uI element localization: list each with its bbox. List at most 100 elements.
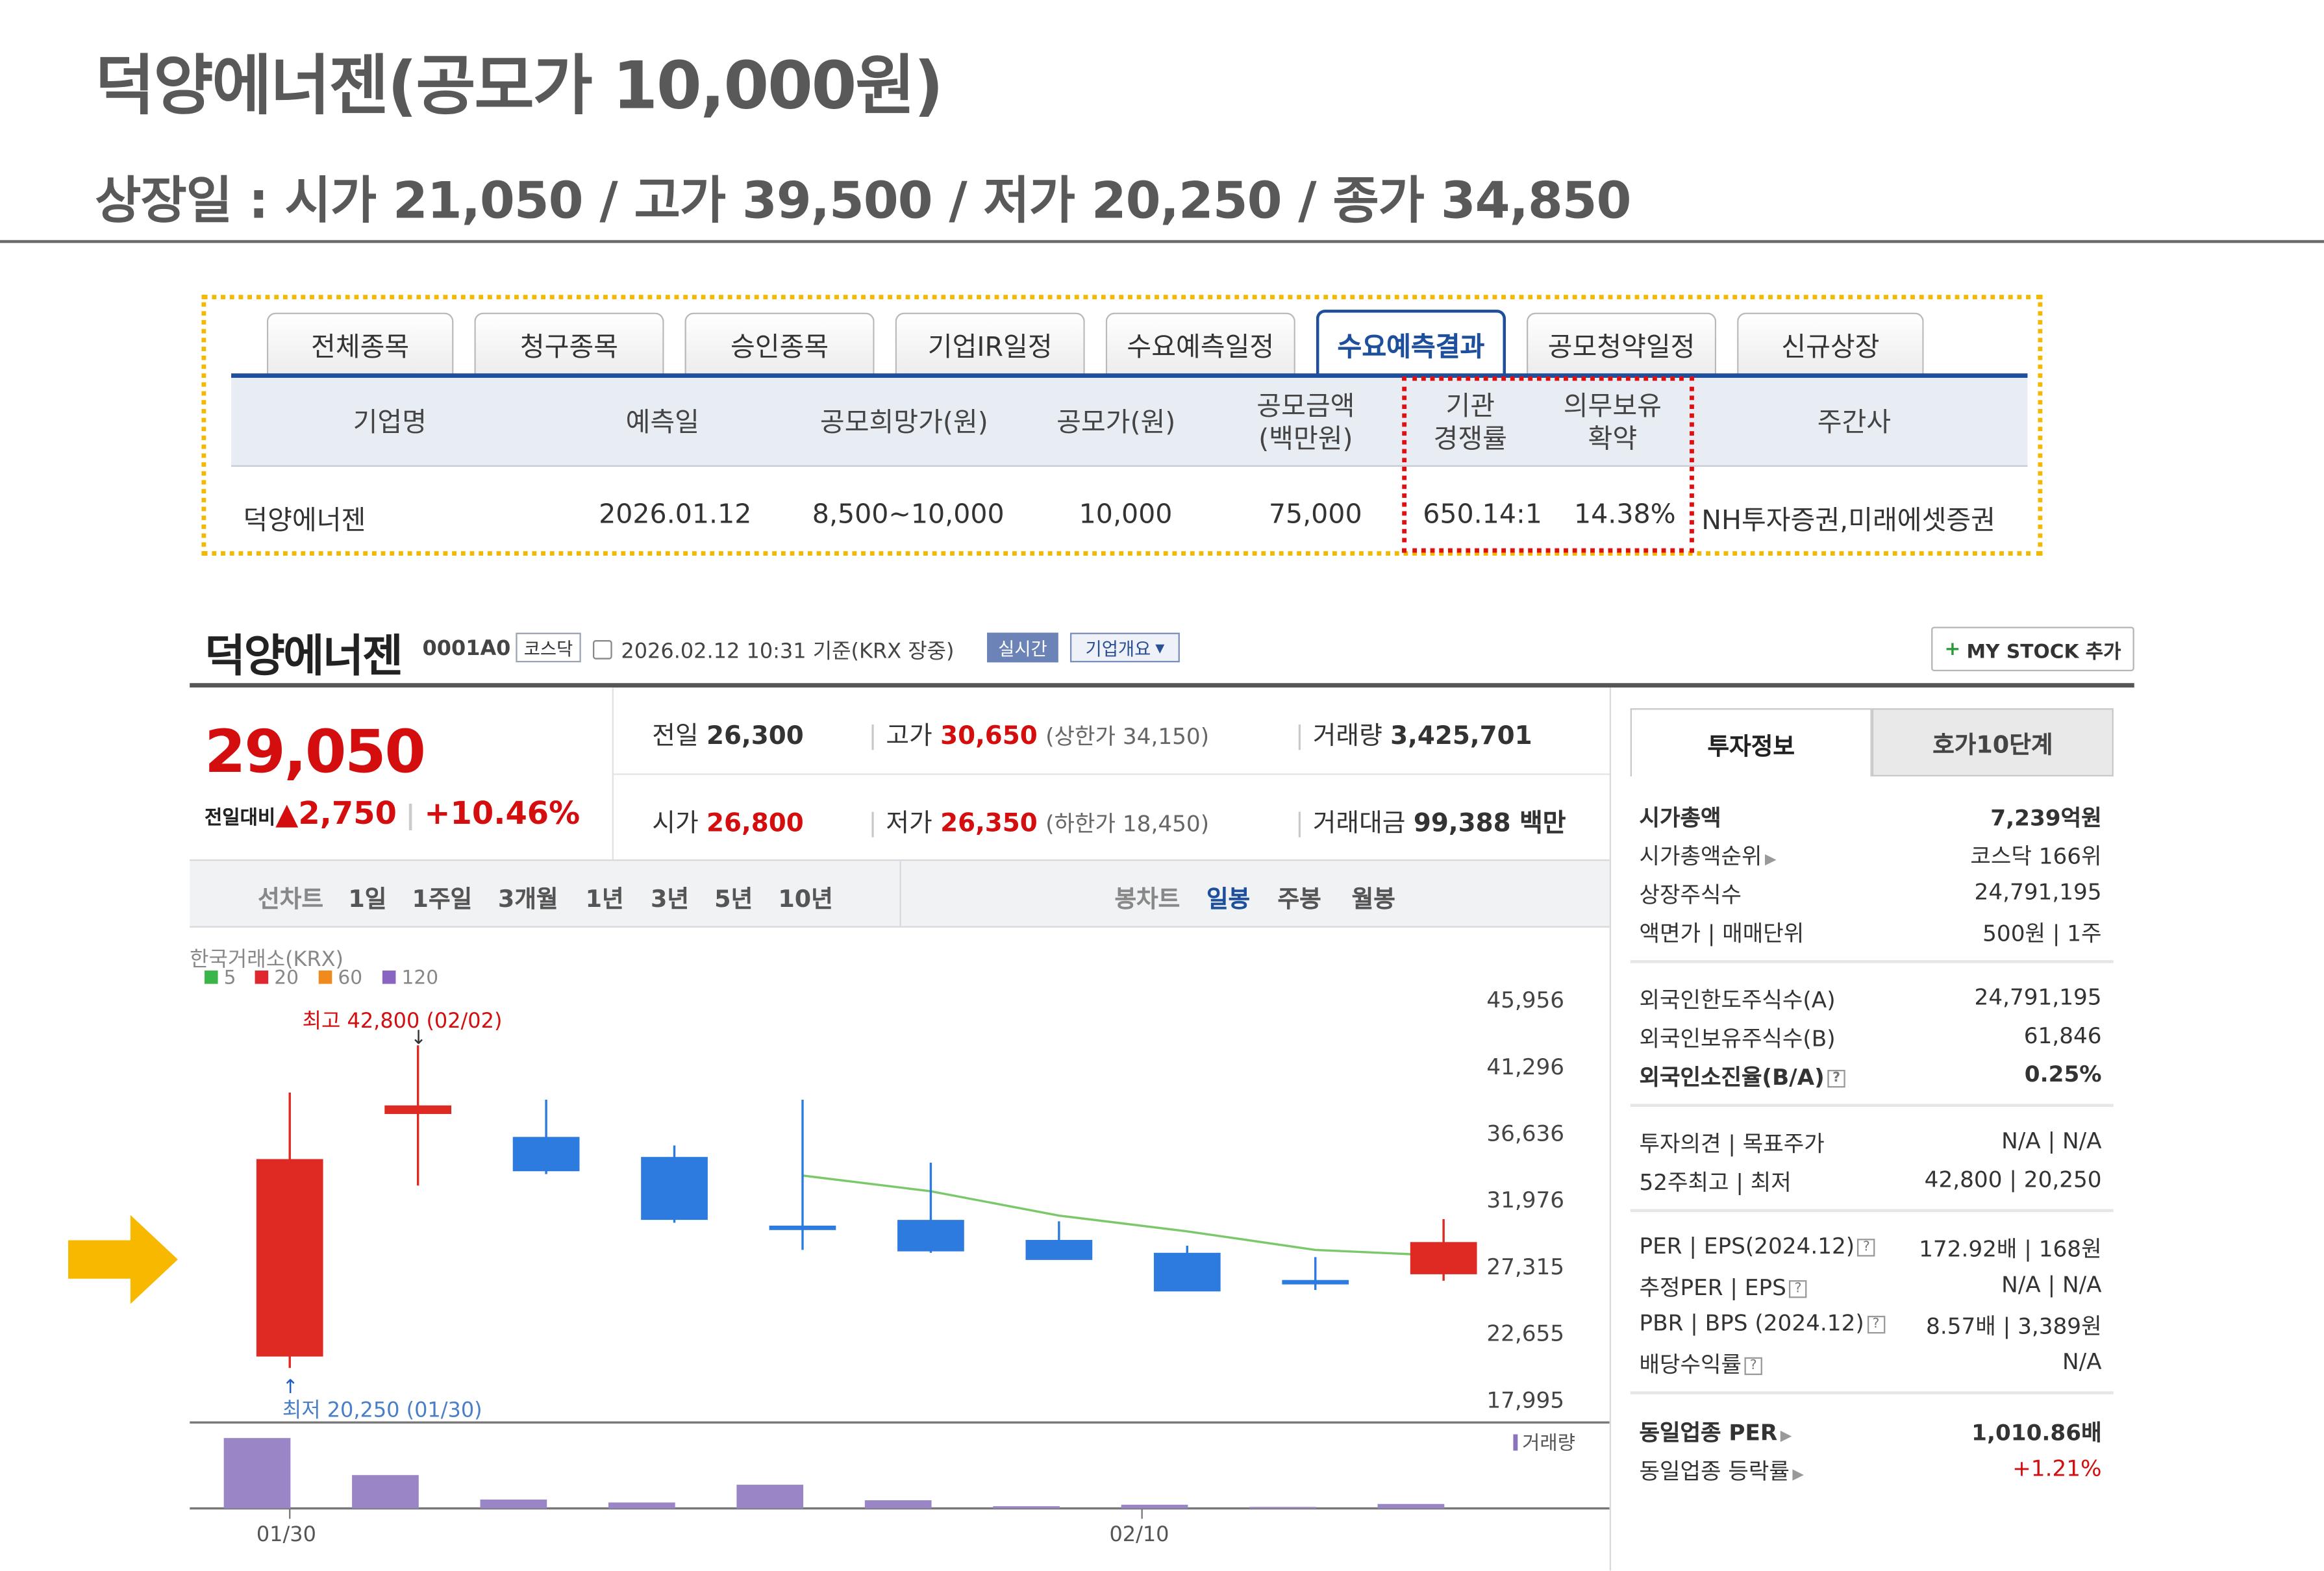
candle-body: [256, 1159, 323, 1357]
high-price: 30,650: [940, 721, 1038, 752]
help-icon[interactable]: ?: [1827, 1069, 1845, 1087]
company-info-button[interactable]: 기업개요 ▼: [1069, 632, 1180, 663]
period-bar: [190, 859, 1610, 928]
arrow-right-icon: [68, 1215, 178, 1304]
tab-forecast-result[interactable]: 수요예측결과: [1316, 310, 1506, 377]
stock-divider: [190, 683, 2134, 688]
row-lockup: 14.38%: [1574, 499, 1676, 531]
header-underwriter: 주간사: [1817, 407, 1892, 439]
volume-label: 거래량: [1522, 1431, 1575, 1453]
help-icon[interactable]: ?: [1744, 1356, 1762, 1375]
y-tick-label: 41,296: [1486, 1054, 1564, 1080]
candle-daily[interactable]: 일봉: [1206, 884, 1251, 913]
chevron-right-icon: ▶: [1765, 852, 1777, 869]
period-3y[interactable]: 3년: [651, 884, 690, 913]
tab-ir-schedule[interactable]: 기업IR일정: [895, 312, 1085, 375]
volume-value: 3,425,701: [1390, 721, 1532, 752]
volume-bar: [1249, 1507, 1316, 1509]
header-amount: 공모금액 (백만원): [1256, 391, 1355, 455]
stock-chart[interactable]: 한국거래소(KRX)5 20 60 120 45,956 41,296 36,636 31,9…: [190, 934, 1610, 1570]
period-1y[interactable]: 1년: [585, 884, 624, 913]
section-divider: [1630, 1104, 2114, 1107]
y-tick-label: 45,956: [1486, 987, 1564, 1013]
candle-body: [1282, 1280, 1349, 1285]
tab-request[interactable]: 청구종목: [474, 312, 664, 375]
x-tick-label: 01/30: [256, 1522, 316, 1546]
period-divider: [899, 861, 901, 926]
volume-bar: [223, 1438, 291, 1509]
candle-monthly[interactable]: 월봉: [1351, 884, 1395, 913]
header-lockup: 의무보유 확약: [1563, 391, 1662, 455]
period-1w[interactable]: 1주일: [412, 884, 473, 913]
stock-name: 덕양에너젠: [204, 631, 403, 684]
ma-legend-swatch: [318, 971, 332, 984]
current-price: 29,050: [204, 719, 426, 787]
ipo-result-highlight: [201, 295, 2043, 556]
tab-subscription-schedule[interactable]: 공모청약일정: [1526, 312, 1717, 375]
volume-bar: [864, 1500, 932, 1509]
mystock-add-button[interactable]: + MY STOCK 추가: [1931, 626, 2134, 671]
header-date: 예측일: [625, 407, 699, 439]
tab-all[interactable]: 전체종목: [266, 312, 454, 375]
candle-body: [897, 1220, 964, 1252]
period-5y[interactable]: 5년: [714, 884, 753, 913]
row-company[interactable]: 덕양에너젠: [243, 505, 366, 537]
ma-legend-label: 120: [402, 966, 439, 989]
candle-body: [384, 1105, 452, 1115]
ratio-highlight-box: [1402, 376, 1694, 553]
info-row-face-value: 액면가 | 매매단위 500원 | 1주: [1639, 920, 2102, 947]
tab-new-listing[interactable]: 신규상장: [1737, 312, 1924, 375]
tab-approved[interactable]: 승인종목: [684, 312, 875, 375]
row-amount: 75,000: [1268, 499, 1362, 531]
volume-legend-swatch: [1513, 1434, 1518, 1451]
x-tick-label: 02/10: [1109, 1522, 1169, 1546]
line-chart-label: 선차트: [258, 884, 323, 913]
candle-weekly[interactable]: 주봉: [1277, 884, 1321, 913]
tab-investment-info[interactable]: 투자정보: [1630, 708, 1872, 777]
period-1d[interactable]: 1일: [348, 884, 387, 913]
ma-legend-label: 60: [338, 966, 362, 989]
info-row-per: PER | EPS(2024.12)? 172.92배 | 168원: [1639, 1233, 2102, 1263]
market-badge: 코스닥: [516, 632, 581, 663]
chart-source-label: 한국거래소(KRX): [190, 946, 344, 971]
chart-right-divider: [1609, 687, 1612, 1571]
chevron-right-icon: ▶: [1792, 1466, 1804, 1483]
period-3m[interactable]: 3개월: [497, 884, 558, 913]
help-icon[interactable]: ?: [1867, 1315, 1885, 1333]
period-10y[interactable]: 10년: [778, 884, 833, 913]
tab-order-book[interactable]: 호가10단계: [1871, 708, 2114, 777]
info-row-market-cap-rank[interactable]: 시가총액순위 ▶ 코스닥 166위: [1639, 843, 2102, 870]
header-hope-price: 공모희망가(원): [819, 407, 988, 439]
header-institution-ratio: 기관 경쟁률: [1433, 391, 1507, 455]
candle-body: [1410, 1242, 1477, 1274]
title-divider: [0, 240, 2324, 243]
high-arrow-icon: ↓: [410, 1026, 427, 1048]
info-row-market-cap: 시가총액 7,239억원: [1639, 804, 2102, 832]
info-row-sector-change[interactable]: 동일업종 등락률 ▶ +1.21%: [1639, 1455, 2102, 1485]
info-row-opinion: 투자의견 | 목표주가 N/A | N/A: [1639, 1127, 2102, 1157]
candle-body: [512, 1137, 580, 1172]
header-offer-price: 공모가(원): [1056, 407, 1176, 439]
y-tick-label: 17,995: [1486, 1387, 1564, 1413]
up-triangle-icon: ▲: [275, 795, 299, 832]
help-icon[interactable]: ?: [1857, 1238, 1876, 1256]
y-tick-label: 36,636: [1486, 1121, 1564, 1147]
help-icon[interactable]: ?: [1789, 1279, 1807, 1298]
open-price: 26,800: [706, 809, 804, 839]
row-hope-price: 8,500~10,000: [812, 499, 1005, 531]
realtime-badge[interactable]: 실시간: [987, 632, 1058, 663]
low-price: 26,350: [940, 809, 1038, 839]
high-annotation: 최고 42,800 (02/02): [303, 1008, 503, 1033]
info-row-sector-per[interactable]: 동일업종 PER ▶ 1,010.86배: [1639, 1419, 2102, 1446]
stock-code: 0001A0: [422, 637, 511, 661]
chevron-right-icon: ▶: [1780, 1428, 1792, 1445]
y-tick-label: 27,315: [1486, 1254, 1564, 1280]
y-tick-label: 31,976: [1486, 1187, 1564, 1213]
volume-bar: [608, 1502, 675, 1509]
y-tick-label: 22,655: [1486, 1321, 1564, 1347]
ma-legend-swatch: [255, 971, 269, 984]
info-row-dividend: 배당수익률? N/A: [1639, 1348, 2102, 1378]
candle-body: [1025, 1239, 1093, 1260]
page-subtitle: 상장일 : 시가 21,050 / 고가 39,500 / 저가 20,250 …: [95, 171, 1631, 232]
tab-forecast-schedule[interactable]: 수요예측일정: [1105, 312, 1295, 375]
